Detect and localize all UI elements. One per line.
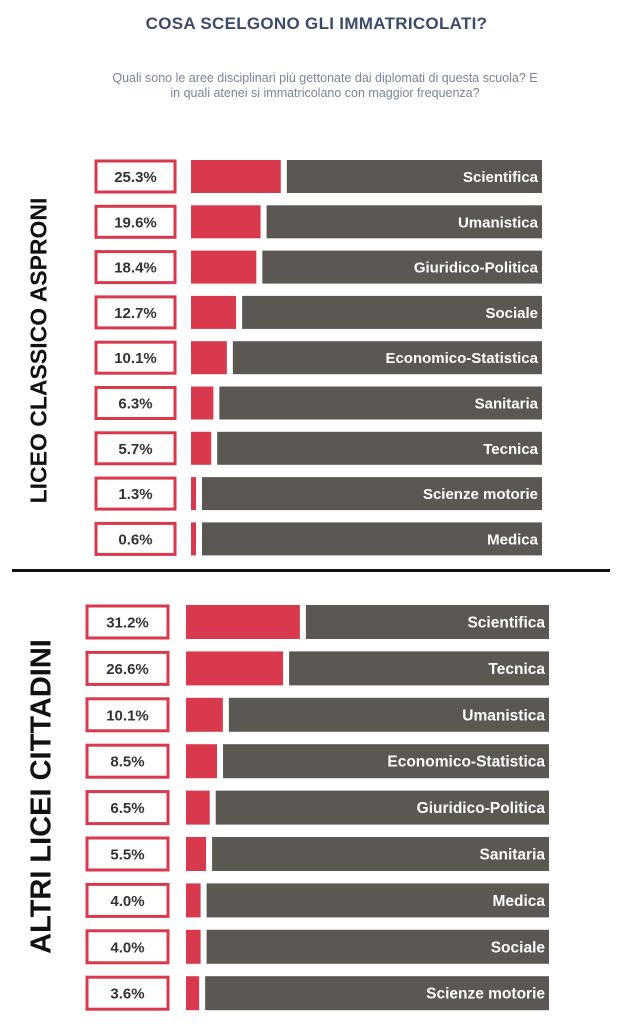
s2-row-6-category-bar xyxy=(212,837,549,871)
s1-row-7-category-label: Tecnica xyxy=(483,441,538,458)
s2-row-1-category-label: Scientifica xyxy=(467,615,545,632)
s2-row-8-category-label: Sociale xyxy=(491,939,546,956)
s1-row-9-value-box xyxy=(94,521,177,556)
s1-row-6-value-label: 6.3% xyxy=(118,396,152,413)
s2-row-9-value-bar xyxy=(186,976,200,1011)
s1-row-7-value-box xyxy=(94,431,177,466)
s1-row-6-category-label: Sanitaria xyxy=(475,396,539,413)
s2-row-2-value-box xyxy=(85,650,170,686)
s1-row-5-value-bar xyxy=(191,341,227,375)
s1-row-9-category-bar xyxy=(202,522,542,556)
s1-row-9-value-label: 0.6% xyxy=(118,531,152,548)
s2-row-5-value-label: 6.5% xyxy=(110,800,144,817)
s1-row-6-value-bar xyxy=(191,386,214,420)
s1-row-4-value-bar xyxy=(191,295,237,329)
s1-row-3-value-box xyxy=(94,250,177,285)
s2-row-1-value-label: 31.2% xyxy=(106,615,149,632)
s1-row-4-category-label: Sociale xyxy=(485,305,538,322)
chart-subtitle: Quali sono le aree disciplinari più gett… xyxy=(112,71,538,100)
s1-row-3-category-bar xyxy=(262,250,542,284)
s2-row-1-category-bar xyxy=(305,605,549,639)
s1-row-7-category-bar xyxy=(217,431,543,465)
s2-row-2-value-label: 26.6% xyxy=(106,661,149,678)
s2-row-7-category-bar xyxy=(206,883,549,918)
s1-row-8-value-label: 1.3% xyxy=(118,486,152,503)
s2-row-2-category-bar xyxy=(289,651,549,686)
s2-row-7-value-box xyxy=(85,882,170,918)
s2-row-5-category-label: Giuridico-Politica xyxy=(417,800,546,817)
s2-row-1-value-bar xyxy=(186,605,300,639)
s1-row-5-category-bar xyxy=(232,341,543,375)
s2-row-2-value-bar xyxy=(186,651,284,686)
s1-row-1-value-box xyxy=(94,159,177,194)
s2-row-9-value-label: 3.6% xyxy=(110,986,144,1003)
s2-row-6-value-bar xyxy=(186,837,207,871)
s1-row-7-value-label: 5.7% xyxy=(118,441,152,458)
s2-row-3-value-bar xyxy=(186,697,223,732)
s1-row-1-value-label: 25.3% xyxy=(114,169,157,186)
s1-row-3-value-bar xyxy=(191,250,257,284)
s1-row-4-value-box xyxy=(94,295,177,330)
s1-row-8-value-bar xyxy=(191,477,196,511)
s2-row-3-value-box xyxy=(85,697,170,733)
s2-row-7-value-label: 4.0% xyxy=(110,893,144,910)
s2-row-8-value-bar xyxy=(186,929,201,964)
s1-row-9-value-bar xyxy=(191,522,196,556)
s2-row-5-category-bar xyxy=(215,790,549,825)
s2-row-4-value-box xyxy=(85,743,170,779)
s1-row-2-value-bar xyxy=(191,205,261,239)
s2-row-5-value-box xyxy=(85,790,170,826)
s1-row-2-category-bar xyxy=(266,205,542,239)
s1-row-7-value-bar xyxy=(191,431,212,465)
s1-row-3-value-label: 18.4% xyxy=(114,260,157,277)
s2-row-6-value-label: 5.5% xyxy=(110,847,144,864)
s1-row-5-value-box xyxy=(94,340,177,375)
s1-row-4-category-bar xyxy=(242,295,542,329)
s2-row-7-value-bar xyxy=(186,883,201,918)
s1-row-6-category-bar xyxy=(219,386,543,420)
s2-row-8-value-label: 4.0% xyxy=(110,939,144,956)
s1-row-2-value-box xyxy=(94,204,177,239)
s2-row-3-category-bar xyxy=(228,697,550,732)
s2-row-9-category-label: Scienze motorie xyxy=(426,986,545,1003)
s1-row-2-category-label: Umanistica xyxy=(458,214,539,231)
s2-row-7-category-label: Medica xyxy=(492,893,545,910)
s1-row-8-category-label: Scienze motorie xyxy=(423,486,538,503)
s2-row-9-category-bar xyxy=(205,976,549,1011)
s2-row-3-value-label: 10.1% xyxy=(106,707,149,724)
s1-row-1-category-label: Scientifica xyxy=(463,169,539,186)
s2-row-8-category-bar xyxy=(206,929,549,964)
chart-title: COSA SCELGONO GLI IMMATRICOLATI? xyxy=(145,14,488,33)
s2-row-4-category-bar xyxy=(223,744,549,779)
s1-row-3-category-label: Giuridico-Politica xyxy=(414,260,539,277)
s1-row-5-value-label: 10.1% xyxy=(114,350,157,367)
s2-row-4-category-label: Economico-Statistica xyxy=(387,754,545,771)
s1-row-1-category-bar xyxy=(286,160,542,193)
s2-row-5-value-bar xyxy=(186,790,210,825)
s1-row-6-value-box xyxy=(94,386,177,420)
s2-row-3-category-label: Umanistica xyxy=(462,707,545,724)
s1-row-2-value-label: 19.6% xyxy=(114,214,157,231)
s1-row-8-category-bar xyxy=(202,477,542,511)
s1-row-8-value-box xyxy=(94,476,177,511)
s1-row-4-value-label: 12.7% xyxy=(114,305,157,322)
s2-row-1-value-box xyxy=(85,604,170,640)
s1-row-9-category-label: Medica xyxy=(487,531,539,548)
s2-row-6-value-box xyxy=(85,836,170,872)
s2-row-4-value-label: 8.5% xyxy=(110,754,144,771)
s2-row-4-value-bar xyxy=(186,744,218,779)
s2-row-8-value-box xyxy=(85,929,170,965)
s2-row-6-category-label: Sanitaria xyxy=(480,847,546,864)
s1-row-5-category-label: Economico-Statistica xyxy=(385,350,538,367)
s1-row-1-value-bar xyxy=(191,160,281,193)
s2-row-9-value-box xyxy=(85,975,170,1011)
s2-row-2-category-label: Tecnica xyxy=(488,661,545,678)
section-divider xyxy=(12,569,610,572)
